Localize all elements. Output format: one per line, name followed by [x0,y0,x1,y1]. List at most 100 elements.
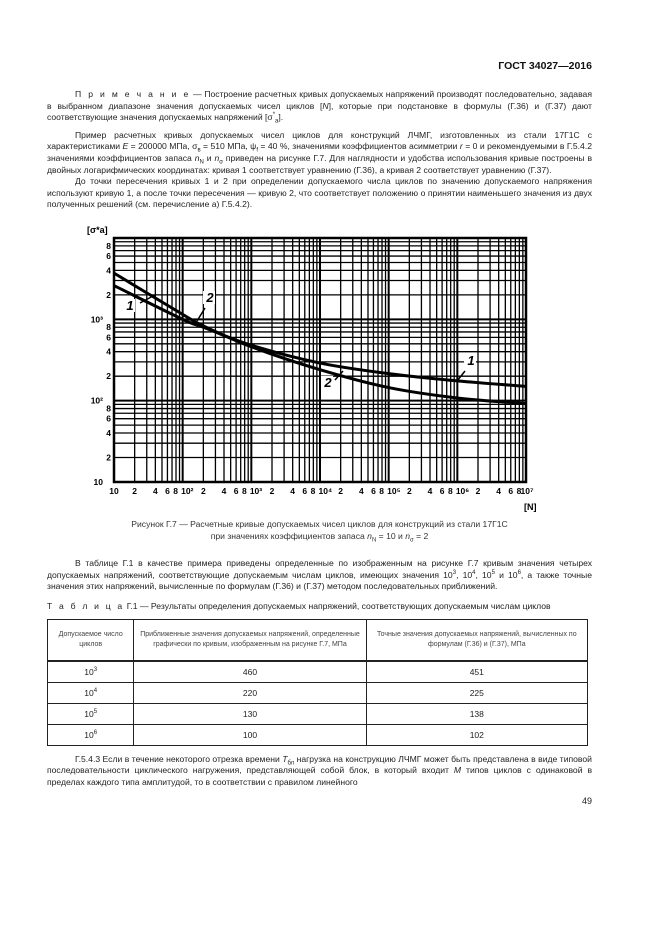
text: E [122,141,129,152]
curve-label-leader [334,370,344,381]
text: = 40 %, значениями коэффициентов асиммет… [257,141,460,152]
text: при значениях коэффициентов запаса [210,530,368,541]
plot-frame [112,236,528,484]
table-row: 106 100 102 [46,723,589,746]
x-tick-label: 6 [371,486,376,496]
x-tick-label: 8 [173,486,178,496]
text: σ [410,537,414,544]
x-tick-label: 8 [517,486,522,496]
page-number: 49 [581,796,592,807]
x-tick-label: 8 [448,486,453,496]
y-axis-label: [σ*a] [87,225,108,235]
y-tick-label: 4 [106,347,111,357]
y-tick-label: 4 [106,265,111,275]
paragraph: Г.5.4.3 Если в течение некоторого отрезк… [47,754,592,789]
y-tick-label: 8 [106,322,111,332]
paragraph: Пример расчетных кривых допускаемых чисе… [47,130,592,176]
y-tick-label: 6 [106,332,111,342]
text: и 10 [494,569,518,580]
table-row: 104 220 225 [46,681,589,704]
table-header-row: Допускаемое число циклов Приближенные зна… [46,618,589,661]
fatigue-curves-chart: 10 2 4 6 8 10² 2 4 6 8 10³ 2 4 6 8 10⁴ 2 4 6 8 10⁵ 2 4 6 8 10⁶ 2 4 6… [87,225,537,512]
text: бл [287,760,295,767]
x-tick-label: 8 [379,486,384,496]
curve-label: 2 [205,290,214,305]
note-label: П р и м е ч а н и е [75,89,191,99]
y-tick-label: 6 [106,251,111,261]
text: f [256,148,258,155]
x-tick-label: 6 [165,486,170,496]
text: 4 [93,687,98,694]
cycles-cell: 104 [46,681,135,704]
text: n [194,152,200,163]
note-paragraph: П р и м е ч а н и е — Построение расчетн… [47,89,592,125]
text: Пример расчетных кривых допускаемых чисе… [47,129,592,152]
text: N [371,537,377,544]
text: в [197,148,201,155]
results-table: Допускаемое число циклов Приближенные зна… [46,618,589,746]
x-tick-label: 2 [338,486,343,496]
x-tick-label: 4 [359,486,364,496]
text: = 10 и [376,530,406,541]
x-tick-label: 2 [270,486,275,496]
text: T [282,753,288,764]
curve-2 [113,271,527,406]
y-tick-label: 8 [106,241,111,251]
text: ], которые при подстановке в формулы (Г.… [47,100,592,123]
x-tick-label: 10⁷ [521,486,534,496]
document-id: ГОСТ 34027—2016 [498,60,592,72]
x-axis-label: [N] [524,502,537,512]
text: a [275,118,279,125]
curve-label: 1 [126,298,133,313]
y-tick-label: 6 [106,414,111,424]
approx-cell: 460 [133,659,367,683]
x-tick-label: 8 [242,486,247,496]
text: * [272,112,276,119]
x-tick-label: 4 [428,486,433,496]
text: и [203,152,215,163]
text: 5 [93,708,98,715]
text: M [453,765,462,776]
curve-label-bg [123,298,135,312]
x-tick-label: 4 [153,486,158,496]
x-tick-label: 4 [496,486,501,496]
text: ]. [278,112,284,123]
approx-cell: 100 [133,723,367,746]
text: n [405,530,410,541]
cycles-cell: 105 [46,702,135,725]
y-tick-label: 2 [106,371,111,381]
exact-cell: 138 [365,702,589,725]
y-tick-label: 2 [106,452,111,462]
text: — Построение расчетных кривых допускаемы… [47,89,592,111]
x-tick-label: 8 [311,486,316,496]
y-tick-label: 10 [94,477,104,487]
text: = 0 и рекомендуемыми в Г.5.4.2 значениям… [47,141,593,163]
text: 10 [84,708,94,719]
curve-1 [113,284,527,388]
text: = 2 [413,530,429,541]
y-tick-label: 8 [106,403,111,413]
y-tick-label: 4 [106,428,111,438]
x-tick-label: 2 [407,486,412,496]
text: 5 [491,569,495,576]
text: типов циклов с одинаковой в пределах каж… [47,765,593,787]
x-tick-label: 2 [132,486,137,496]
x-tick-label: 6 [302,486,307,496]
paragraph: До точки пересечения кривых 1 и 2 при оп… [47,176,592,210]
column-header: Допускаемое число циклов [46,618,135,661]
text: σ [219,159,223,166]
text: , а также точные значения этих напряжени… [47,569,592,592]
y-tick-label: 2 [106,290,111,300]
x-tick-label: 10⁶ [456,486,469,496]
table-label: Т а б л и ц а [47,600,125,611]
caption-line: при значениях коэффициентов запаса n N = … [47,530,592,544]
text: N [322,100,329,111]
x-tick-label: 6 [440,486,445,496]
table-row: 103 460 451 [46,659,589,683]
text: приведен на рисунке Г.7. Для наглядности… [47,152,593,175]
text: Г.1 — Результаты определения допускаемых… [124,600,551,611]
curve-label-leader [139,294,156,304]
column-header: Приближенные значения допускаемых напряж… [133,618,367,661]
text: 3 [452,569,457,576]
